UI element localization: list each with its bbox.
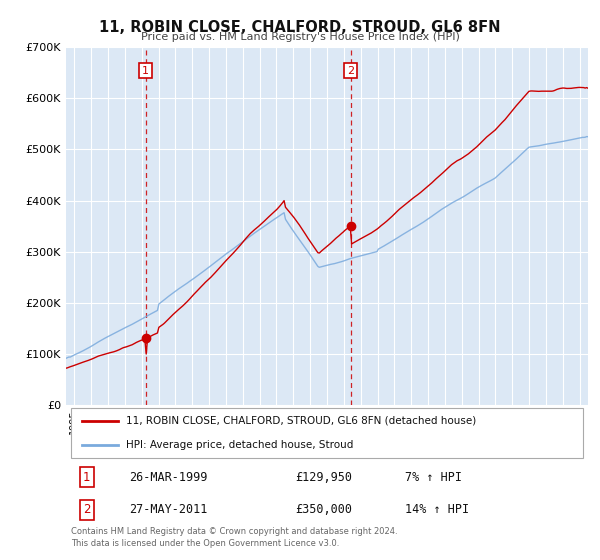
FancyBboxPatch shape: [71, 408, 583, 458]
Text: 1: 1: [142, 66, 149, 76]
Text: 2: 2: [83, 503, 91, 516]
Text: £350,000: £350,000: [296, 503, 353, 516]
Text: 11, ROBIN CLOSE, CHALFORD, STROUD, GL6 8FN (detached house): 11, ROBIN CLOSE, CHALFORD, STROUD, GL6 8…: [126, 416, 476, 426]
Text: £129,950: £129,950: [296, 471, 353, 484]
Text: 14% ↑ HPI: 14% ↑ HPI: [406, 503, 469, 516]
Text: 7% ↑ HPI: 7% ↑ HPI: [406, 471, 463, 484]
Text: HPI: Average price, detached house, Stroud: HPI: Average price, detached house, Stro…: [126, 440, 353, 450]
Text: This data is licensed under the Open Government Licence v3.0.: This data is licensed under the Open Gov…: [71, 539, 340, 548]
Text: 11, ROBIN CLOSE, CHALFORD, STROUD, GL6 8FN: 11, ROBIN CLOSE, CHALFORD, STROUD, GL6 8…: [99, 20, 501, 35]
Text: Price paid vs. HM Land Registry's House Price Index (HPI): Price paid vs. HM Land Registry's House …: [140, 32, 460, 42]
Text: 1: 1: [83, 471, 91, 484]
Text: 2: 2: [347, 66, 355, 76]
Text: 27-MAY-2011: 27-MAY-2011: [128, 503, 207, 516]
Text: 26-MAR-1999: 26-MAR-1999: [128, 471, 207, 484]
Text: Contains HM Land Registry data © Crown copyright and database right 2024.: Contains HM Land Registry data © Crown c…: [71, 528, 398, 536]
